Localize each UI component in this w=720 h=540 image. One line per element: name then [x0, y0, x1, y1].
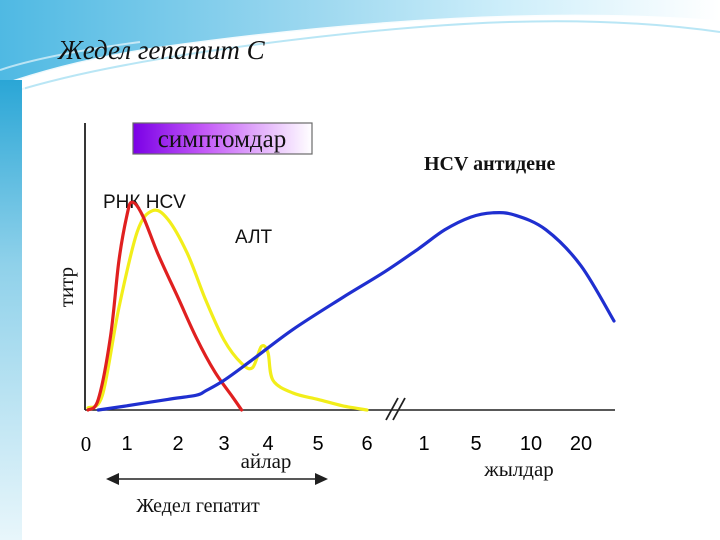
x-axis-label-years: жылдар — [483, 457, 554, 481]
acute-range-arrow — [106, 473, 328, 485]
symptoms-box — [132, 122, 313, 155]
x-tick-label: 1 — [121, 433, 132, 455]
x-tick-label: 1 — [418, 433, 429, 455]
annotation-antibody: HCV антидене — [424, 153, 555, 175]
x-tick-label: 4 — [262, 433, 273, 455]
series-line-alt — [86, 208, 369, 412]
x-tick-label: 2 — [172, 433, 183, 455]
x-tick-label: 0 — [81, 432, 92, 456]
x-tick-label: 5 — [312, 433, 323, 455]
x-tick-label: 10 — [520, 433, 542, 455]
x-tick-label: 6 — [361, 433, 372, 455]
x-tick-label: 5 — [470, 433, 481, 455]
y-axis-label: титр — [54, 267, 78, 307]
slide-left-bar — [0, 80, 22, 540]
annotation-alt: АЛТ — [235, 227, 273, 248]
chart: титр симптомдар РНК HCV АЛТ HCV антидене… — [54, 122, 616, 517]
acute-hepatitis-label: Жедел гепатит — [136, 495, 260, 517]
x-tick-label: 20 — [570, 433, 592, 455]
x-tick-label: 3 — [218, 433, 229, 455]
slide-title: Жедел гепатит С — [57, 35, 266, 65]
slide-header-decoration — [0, 0, 720, 97]
annotation-rna: РНК HCV — [103, 192, 186, 213]
series-line-antibody — [96, 210, 616, 412]
axis-break-mark — [385, 397, 406, 421]
series-line-rna — [86, 200, 244, 412]
x-axis-label-months: айлар — [241, 449, 292, 473]
symptoms-label: симптомдар — [158, 126, 286, 153]
